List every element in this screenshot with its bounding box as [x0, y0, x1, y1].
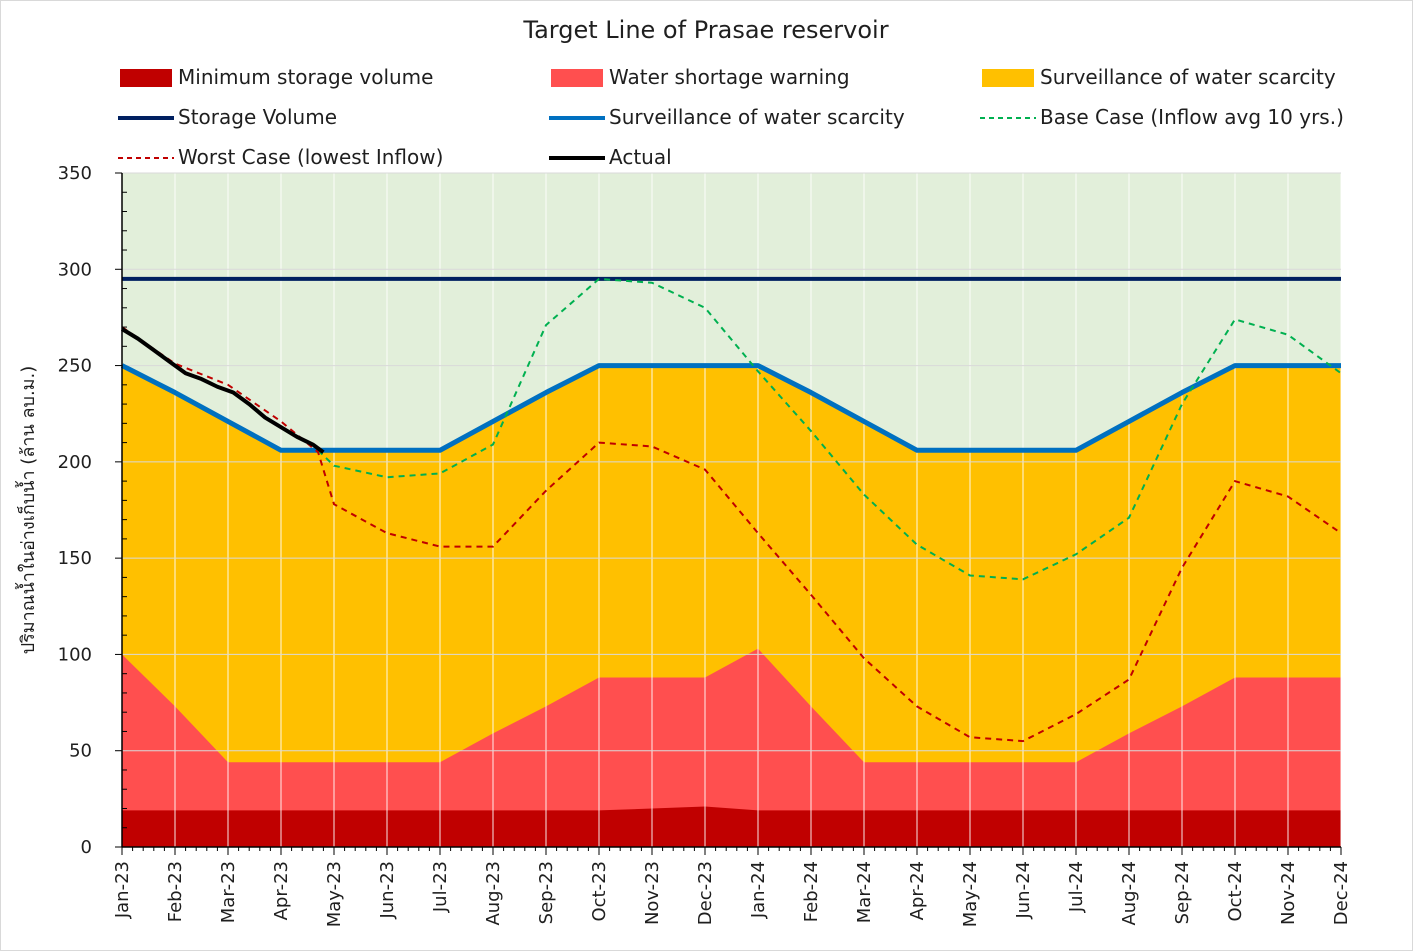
- x-tick-label: May-24: [960, 861, 981, 927]
- y-axis-title: ปริมาณน้ำในอ่างเก็บน้ำ (ล้าน ลบ.ม.): [15, 366, 39, 655]
- legend-label: Base Case (Inflow avg 10 yrs.): [1040, 105, 1344, 129]
- x-tick-label: Mar-23: [218, 861, 239, 923]
- legend-swatch: [982, 69, 1034, 87]
- legend-swatch: [551, 69, 603, 87]
- base-case-line: [317, 277, 1342, 581]
- area-2: [122, 806, 1341, 847]
- y-tick-label: 300: [58, 259, 92, 280]
- y-tick-label: 350: [58, 163, 92, 184]
- x-tick-label: May-23: [324, 861, 345, 927]
- legend-item: Surveillance of water scarcity: [982, 65, 1336, 89]
- x-tick-label: Nov-24: [1278, 861, 1299, 925]
- legend-item: Base Case (Inflow avg 10 yrs.): [980, 105, 1344, 129]
- actual-line: [120, 327, 325, 454]
- x-tick-label: Aug-23: [483, 861, 504, 926]
- legend-label: Water shortage warning: [609, 65, 850, 89]
- y-tick-label: 250: [58, 356, 92, 377]
- y-tick-label: 0: [81, 837, 92, 858]
- legend: Minimum storage volume Water shortage war…: [118, 65, 1344, 169]
- x-tick-label: Aug-24: [1119, 861, 1140, 926]
- legend-item: Minimum storage volume: [120, 65, 433, 89]
- area-0: [122, 365, 1341, 847]
- legend-item: Surveillance of water scarcity: [549, 105, 905, 129]
- x-tick-label: Nov-23: [642, 861, 663, 925]
- x-tick-label: Apr-24: [907, 861, 928, 920]
- x-tick-label: Jun-24: [1013, 861, 1034, 920]
- x-tick-label: Oct-24: [1225, 861, 1246, 922]
- x-tick-label: Dec-23: [695, 861, 716, 925]
- x-tick-label: Dec-24: [1331, 861, 1352, 925]
- x-tick-label: Apr-23: [271, 861, 292, 920]
- legend-swatch: [120, 69, 172, 87]
- x-tick-label: Jan-24: [748, 861, 769, 919]
- x-tick-label: Jul-24: [1066, 861, 1087, 913]
- legend-label: Actual: [609, 145, 672, 169]
- surveillance-line: [120, 363, 1341, 453]
- y-tick-label: 100: [58, 644, 92, 665]
- y-tick-label: 200: [58, 452, 92, 473]
- chart-title: Target Line of Prasae reservoir: [522, 16, 888, 44]
- legend-label: Storage Volume: [178, 105, 337, 129]
- legend-label: Surveillance of water scarcity: [609, 105, 905, 129]
- x-tick-label: Sep-23: [536, 861, 557, 924]
- x-tick-label: Feb-23: [165, 861, 186, 922]
- legend-item: Water shortage warning: [551, 65, 850, 89]
- area-1: [122, 648, 1341, 847]
- legend-label: Worst Case (lowest Inflow): [178, 145, 443, 169]
- x-tick-label: Mar-24: [854, 861, 875, 923]
- legend-item: Storage Volume: [118, 105, 337, 129]
- x-tick-label: Jun-23: [377, 861, 398, 920]
- legend-label: Minimum storage volume: [178, 65, 433, 89]
- x-tick-label: Jan-23: [112, 861, 133, 919]
- x-tick-label: Feb-24: [801, 861, 822, 922]
- legend-label: Surveillance of water scarcity: [1040, 65, 1336, 89]
- x-tick-label: Sep-24: [1172, 861, 1193, 924]
- x-tick-label: Jul-23: [430, 861, 451, 913]
- x-tick-label: Oct-23: [589, 861, 610, 922]
- worst-case-line: [121, 326, 1342, 743]
- plot-area: 0 50 100 150 200 250 300 350 Jan-23 Feb-23 Mar-23 A…: [58, 163, 1352, 927]
- legend-item: Worst Case (lowest Inflow): [118, 145, 443, 169]
- legend-item: Actual: [549, 145, 672, 169]
- y-tick-label: 150: [58, 548, 92, 569]
- y-tick-label: 50: [69, 741, 92, 762]
